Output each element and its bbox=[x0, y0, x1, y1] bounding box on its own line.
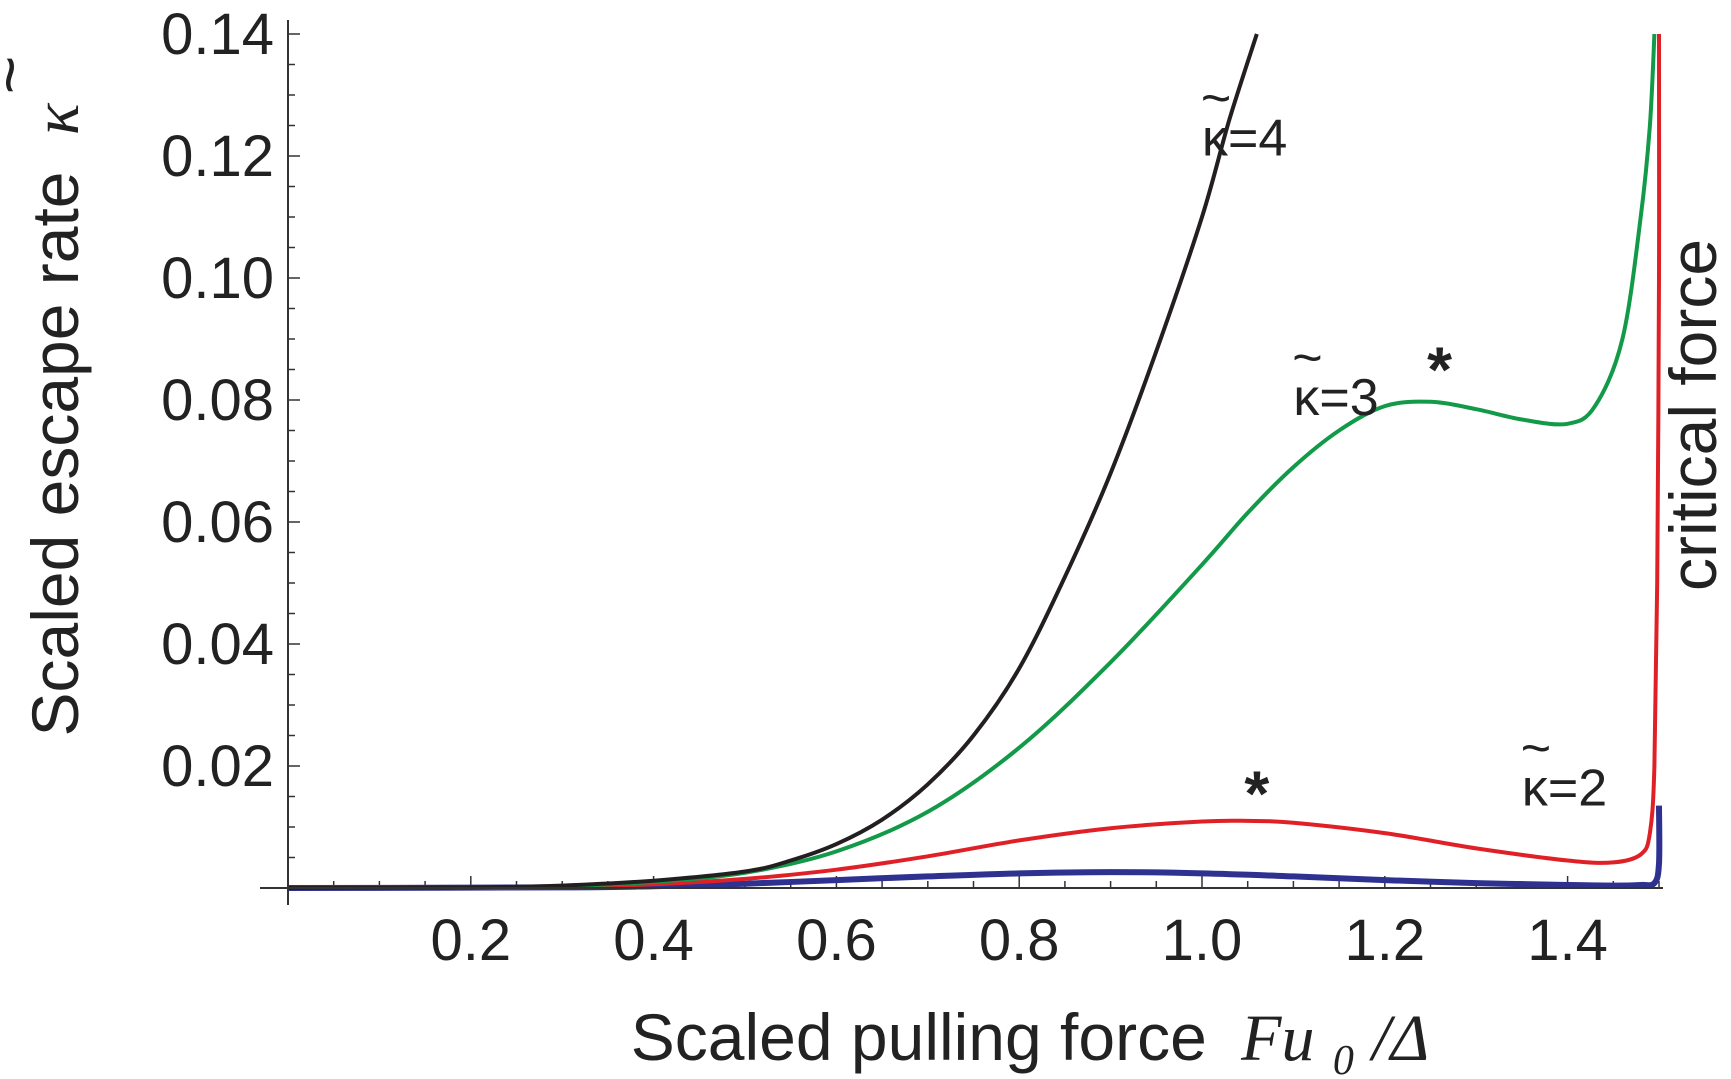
series-line-κ-3 bbox=[287, 33, 1657, 890]
axis-ticks bbox=[287, 33, 1660, 889]
x-tick-label: 1.2 bbox=[1344, 908, 1425, 973]
x-tick-label: 0.2 bbox=[430, 908, 511, 973]
tilde-mark: ~ bbox=[1201, 70, 1231, 128]
x-tick-labels: 0.2 0.4 0.6 0.8 1.0 1.2 1.4 bbox=[430, 908, 1607, 973]
y-tick-labels: 0.02 0.04 0.06 0.08 0.10 0.12 0.14 bbox=[161, 2, 274, 799]
critical-force-label: critical force bbox=[1656, 239, 1730, 591]
curve-label: κ=3 bbox=[1293, 369, 1378, 427]
series-line-κ-4 bbox=[287, 33, 1259, 890]
y-tick-label: 0.04 bbox=[161, 612, 274, 677]
x-tick-label: 0.6 bbox=[796, 908, 877, 973]
y-axis-title-symbol: κ bbox=[20, 102, 93, 135]
curve-label: κ=2 bbox=[1522, 759, 1607, 817]
curve-annotations: κ=4~κ=3~κ=2~** bbox=[1201, 70, 1607, 830]
x-axis-title: Scaled pulling force Fu 0 /Δ bbox=[631, 1000, 1429, 1079]
x-axis-title-tail: /Δ bbox=[1368, 1002, 1429, 1075]
y-tick-label: 0.02 bbox=[161, 734, 274, 799]
y-tick-label: 0.06 bbox=[161, 490, 274, 555]
y-tick-label: 0.12 bbox=[161, 124, 274, 189]
y-tick-label: 0.14 bbox=[161, 2, 274, 67]
peak-marker: * bbox=[1244, 757, 1269, 829]
x-axis-title-text: Scaled pulling force bbox=[631, 1000, 1207, 1074]
x-tick-label: 0.8 bbox=[979, 908, 1060, 973]
x-tick-label: 1.0 bbox=[1162, 908, 1243, 973]
x-tick-label: 1.4 bbox=[1527, 908, 1608, 973]
tilde-mark: ~ bbox=[1292, 329, 1322, 387]
curve-label: κ=4 bbox=[1202, 110, 1287, 168]
peak-marker: * bbox=[1427, 334, 1452, 406]
tilde-mark: ~ bbox=[1521, 719, 1551, 777]
x-axis-title-subscript: 0 bbox=[1333, 1038, 1354, 1079]
series-line-κ-2 bbox=[287, 33, 1662, 890]
series-line-base bbox=[287, 805, 1663, 891]
y-axis-title-text: Scaled escape rate bbox=[18, 172, 92, 737]
x-tick-label: 0.4 bbox=[613, 908, 694, 973]
y-axis-title: Scaled escape rate κ ~ bbox=[0, 56, 93, 737]
y-axis-title-tilde: ~ bbox=[0, 56, 46, 95]
x-axis-title-math: Fu bbox=[1240, 1002, 1314, 1075]
svg-text:Scaled escape rate κ: Scaled escape rate κ bbox=[18, 102, 93, 736]
y-tick-label: 0.08 bbox=[161, 368, 274, 433]
y-tick-label: 0.10 bbox=[161, 246, 274, 311]
series-lines bbox=[287, 33, 1663, 891]
